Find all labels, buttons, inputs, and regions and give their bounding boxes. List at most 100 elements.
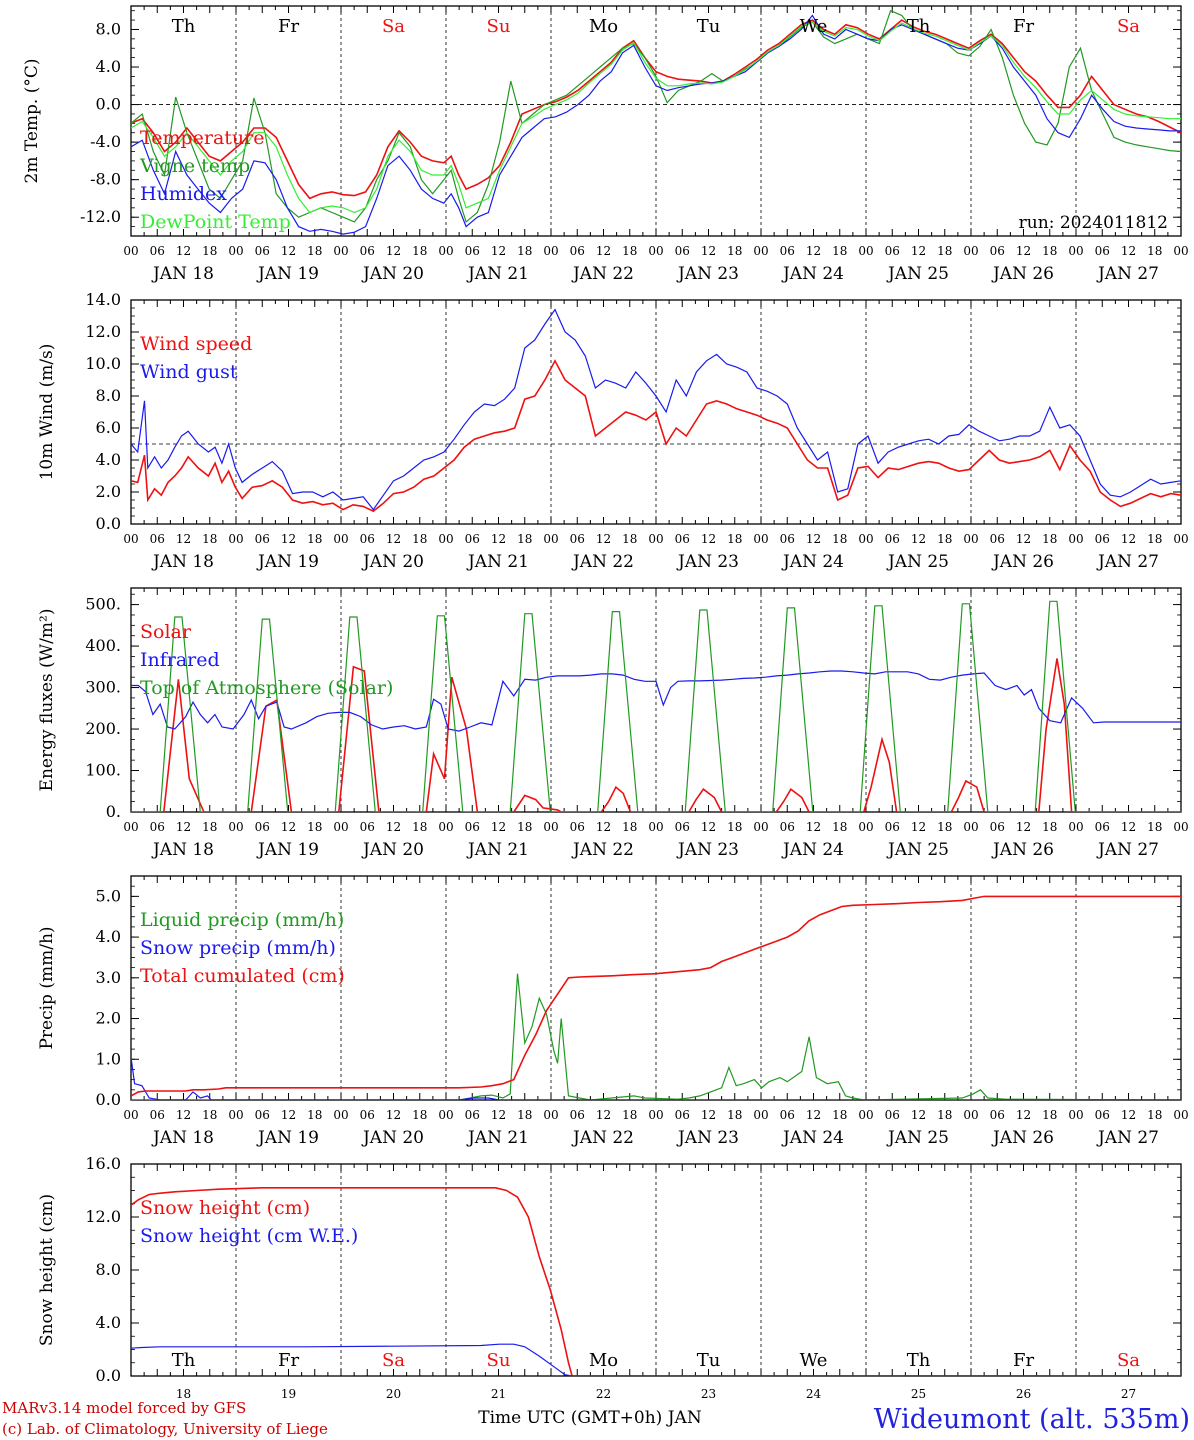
hour-tick-label: 18 [202,820,217,834]
date-label: JAN 19 [256,840,319,860]
hour-tick-label: 18 [1147,820,1162,834]
y-tick-label: 16.0 [85,1154,121,1173]
series-line-dewpoint-temp [131,21,1181,214]
hour-tick-label: 06 [990,1108,1005,1122]
y-tick-label: 2.0 [96,1009,121,1028]
legend-entry: Humidex [140,183,227,205]
hour-tick-label: 00 [753,820,768,834]
hour-tick-label: 06 [360,244,375,258]
hour-tick-label: 06 [675,244,690,258]
date-label: JAN 27 [1096,552,1159,572]
hour-tick-label: 06 [780,1108,795,1122]
panel-2: 0.0 2.0 4.0 6.0 8.0 10.0 12.0 14.0 10m Wind (m/s… [37,290,1189,572]
hour-tick-label: 12 [491,1108,506,1122]
hour-tick-label: 00 [1068,532,1083,546]
y-tick-label: 300. [85,678,121,697]
hour-tick-label: 06 [255,1108,270,1122]
y-axis-label: Snow height (cm) [37,1194,57,1346]
date-label: JAN 26 [991,264,1054,284]
hour-tick-label: 06 [990,820,1005,834]
day-number-label: 22 [596,1387,611,1401]
hour-tick-label: 18 [517,1108,532,1122]
hour-tick-label: 12 [176,244,191,258]
hour-tick-label: 06 [255,820,270,834]
y-tick-label: 0.0 [96,514,121,533]
hour-tick-label: 18 [622,532,637,546]
hour-tick-label: 12 [176,532,191,546]
hour-tick-label: 06 [150,244,165,258]
legend-entry: Vigne temp [139,155,250,177]
day-name-bottom: Su [487,1350,511,1371]
y-tick-label: 12.0 [85,1207,121,1226]
hour-tick-label: 06 [570,1108,585,1122]
y-tick-label: 0. [106,802,121,821]
hour-tick-label: 18 [622,1108,637,1122]
hour-tick-label: 00 [1173,244,1188,258]
y-tick-label: 0.0 [96,1090,121,1109]
y-tick-label: 5.0 [96,886,121,905]
hour-tick-label: 00 [228,532,243,546]
date-label: JAN 21 [466,840,529,860]
hour-tick-label: 18 [937,820,952,834]
hour-tick-label: 00 [858,532,873,546]
hour-tick-label: 00 [1173,1108,1188,1122]
hour-tick-label: 18 [517,244,532,258]
hour-tick-label: 00 [123,532,138,546]
series-line-top-of-atmosphere-solar- [131,600,1181,812]
legend-entry: Liquid precip (mm/h) [140,909,344,931]
y-axis-label: Energy fluxes (W/m²) [37,609,57,792]
hour-tick-label: 12 [386,532,401,546]
date-label: JAN 18 [151,264,214,284]
hour-tick-label: 12 [806,244,821,258]
date-label: JAN 25 [886,1128,949,1148]
day-number-label: 27 [1121,1387,1136,1401]
hour-tick-label: 06 [885,1108,900,1122]
hour-tick-label: 00 [228,244,243,258]
legend-entry: Temperature [140,127,264,149]
day-name-bottom: We [800,1350,828,1371]
hour-tick-label: 12 [701,1108,716,1122]
legend-entry: Total cumulated (cm) [140,965,345,987]
y-tick-label: 6.0 [96,418,121,437]
day-name-top: Sa [382,16,405,37]
hour-tick-label: 18 [307,820,322,834]
hour-tick-label: 12 [1121,244,1136,258]
date-label: JAN 19 [256,264,319,284]
hour-tick-label: 06 [675,820,690,834]
day-name-bottom: Sa [1117,1350,1140,1371]
hour-tick-label: 00 [963,244,978,258]
date-label: JAN 26 [991,1128,1054,1148]
date-label: JAN 26 [991,840,1054,860]
hour-tick-label: 00 [438,820,453,834]
date-label: JAN 22 [571,552,634,572]
date-label: JAN 18 [151,552,214,572]
date-label: JAN 27 [1096,264,1159,284]
hour-tick-label: 18 [937,532,952,546]
hour-tick-label: 00 [858,1108,873,1122]
hour-tick-label: 00 [753,244,768,258]
day-name-bottom: Tu [697,1350,721,1371]
hour-tick-label: 00 [438,1108,453,1122]
hour-tick-label: 00 [543,820,558,834]
run-label: run: 2024011812 [1019,213,1168,233]
hour-tick-label: 00 [963,1108,978,1122]
hour-tick-label: 12 [701,820,716,834]
legend-entry: Snow precip (mm/h) [140,937,336,959]
day-number-label: 18 [176,1387,191,1401]
day-number-label: 21 [491,1387,506,1401]
hour-tick-label: 00 [333,1108,348,1122]
hour-tick-label: 12 [911,820,926,834]
hour-tick-label: 18 [832,532,847,546]
hour-tick-label: 06 [990,532,1005,546]
series-line-humidex [131,14,1181,235]
day-name-bottom: Fr [1013,1350,1034,1371]
panel-1: -12.0 -8.0 -4.0 0.0 4.0 8.0 2m Temp. (°C) Tempe… [22,5,1189,284]
hour-tick-label: 18 [412,244,427,258]
y-tick-label: 4.0 [96,1313,121,1332]
hour-tick-label: 12 [596,244,611,258]
date-label: JAN 19 [256,1128,319,1148]
hour-tick-label: 00 [1068,1108,1083,1122]
hour-tick-label: 18 [1042,532,1057,546]
y-tick-label: 4.0 [96,57,121,76]
hour-tick-label: 06 [465,820,480,834]
